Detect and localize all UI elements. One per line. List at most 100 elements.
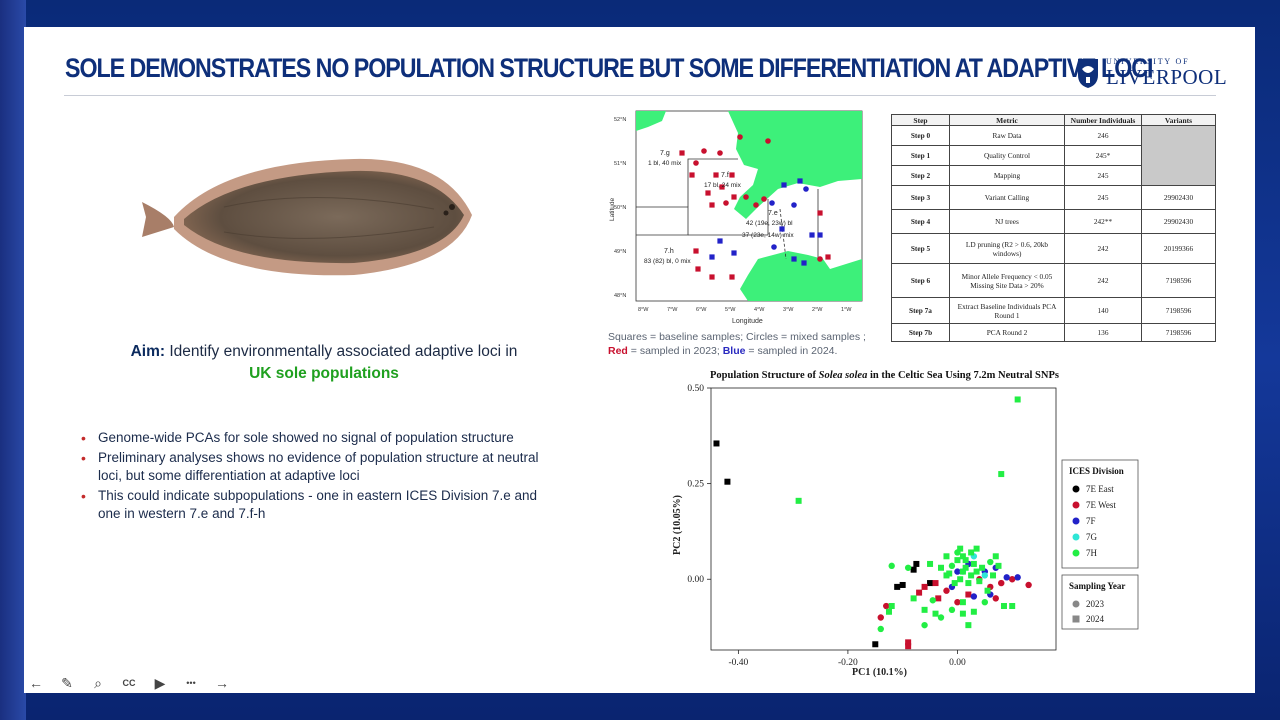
presentation-toolbar: ← ✎ ⌕ CC ▶ ••• → [26,671,246,695]
pen-tool-button[interactable]: ✎ [57,673,77,693]
sampling-map: 7.g 1 bl, 40 mix 7.f 17 bl, 24 mix 7.e 4… [609,110,863,325]
scatter-point [916,589,923,596]
map-sample-marker [791,202,797,208]
individuals-cell: 242** [1064,209,1142,234]
step-cell: Step 2 [891,165,950,186]
more-icon: ••• [186,678,196,688]
map-sample-marker [753,202,759,208]
individuals-cell: 242 [1064,233,1142,264]
scatter-point [981,598,989,606]
scatter-point [937,614,945,621]
step-cell: Step 6 [891,263,950,298]
metric-cell: Extract Baseline Individuals PCA Round 1 [949,297,1065,324]
scatter-point [905,643,912,650]
map-lat-tick: 50°N [614,205,626,211]
crest-icon [1078,59,1098,88]
scatter-point [962,564,969,571]
scatter-point [959,553,966,560]
legend-circle-icon [1072,600,1080,608]
zoom-button[interactable]: ⌕ [88,673,108,693]
x-tick-label: -0.40 [728,658,748,668]
map-label-7e: 7.e [768,210,778,217]
individuals-cell: 246 [1064,125,1142,146]
scatter-point [894,583,901,590]
map-label-7g-counts: 1 bl, 40 mix [648,160,682,167]
right-arrow-icon: → [215,675,229,691]
subtitles-button[interactable]: CC [119,673,139,693]
scatter-point [904,564,912,571]
scatter-point [921,606,928,613]
scatter-point [948,606,956,614]
land-france [740,251,862,301]
map-sample-marker [737,134,743,140]
scatter-point [981,572,989,579]
map-lon-tick: 1°W [841,307,852,313]
metric-cell: Quality Control [949,145,1065,166]
step-cell: Step 3 [891,185,950,210]
map-sample-marker [771,244,777,250]
prev-slide-button[interactable]: ← [26,673,46,693]
map-sample-marker [825,254,831,260]
legend-swatch [1072,517,1080,525]
map-sample-marker [801,260,807,266]
map-caption-blue: Blue [722,345,746,357]
scatter-point [954,568,961,575]
map-label-7e-mixed: 37 (23e, 14w) mix [742,232,794,239]
map-caption-shapes: Squares = baseline samples; Circles = mi… [608,331,866,343]
scatter-point [951,580,958,587]
map-label-7f-counts: 17 bl, 24 mix [704,182,742,189]
individuals-cell: 140 [1064,297,1142,324]
map-sample-marker [743,194,749,200]
map-lon-tick: 8°W [638,307,649,313]
scatter-point [998,471,1005,478]
map-sample-marker [693,160,699,166]
map-sample-marker [709,274,715,280]
map-label-7g: 7.g [660,150,670,157]
scatter-point [948,562,956,570]
header-variants: Variants [1141,114,1216,126]
variants-cell-empty [1141,125,1216,186]
variants-cell: 29902430 [1141,185,1216,210]
scatter-point [954,557,961,564]
header-step: Step [891,114,950,126]
aim-label: Aim: [130,343,166,360]
more-options-button[interactable]: ••• [181,673,201,693]
map-sample-marker [779,226,785,232]
metric-cell: Minor Allele Frequency < 0.05 Missing Si… [949,263,1065,298]
map-sample-marker [731,250,737,256]
scatter-point [998,579,1005,587]
scatter-point [992,553,999,560]
map-lat-tick: 49°N [614,249,626,255]
list-item: Preliminary analyses shows no evidence o… [81,449,541,486]
aim-statement: Aim: Identify environmentally associated… [64,341,584,385]
map-sample-marker [791,256,797,262]
table-row: Step 5 LD pruning (R2 > 0.6, 20kb window… [891,233,1216,264]
map-sample-marker [713,172,719,178]
next-slide-button[interactable]: → [212,673,232,693]
chart-title-prefix: Population Structure of [710,370,816,381]
legend-entry: 7H [1086,548,1098,558]
map-sample-marker [689,172,695,178]
map-sample-marker [705,190,711,196]
map-label-7f: 7.f [721,172,729,179]
logo-main-text: LIVERPOOL [1106,65,1228,89]
scatter-point [877,614,884,621]
step-cell: Step 5 [891,233,950,264]
scatter-point [913,560,920,567]
scatter-point [921,583,928,590]
camera-button[interactable]: ▶ [150,673,170,693]
scatter-point [965,580,972,587]
map-lat-tick: 51°N [614,161,626,167]
map-sample-marker [769,200,775,206]
map-sample-marker [701,148,707,154]
table-row: Step 3 Variant Calling 245 29902430 [891,185,1216,210]
map-label-7h-counts: 83 (82) bl, 0 mix [644,258,691,265]
map-sample-marker [679,150,685,156]
pca-chart: Population Structure of Solea solea in t… [672,370,1139,678]
chart-title-suffix: in the Celtic Sea Using 7.2m Neutral SNP… [870,370,1059,381]
aim-text: Identify environmentally associated adap… [169,343,518,360]
list-item: This could indicate subpopulations - one… [81,487,541,524]
scatter-point [885,608,892,615]
step-cell: Step 1 [891,145,950,166]
scatter-point [959,568,966,575]
